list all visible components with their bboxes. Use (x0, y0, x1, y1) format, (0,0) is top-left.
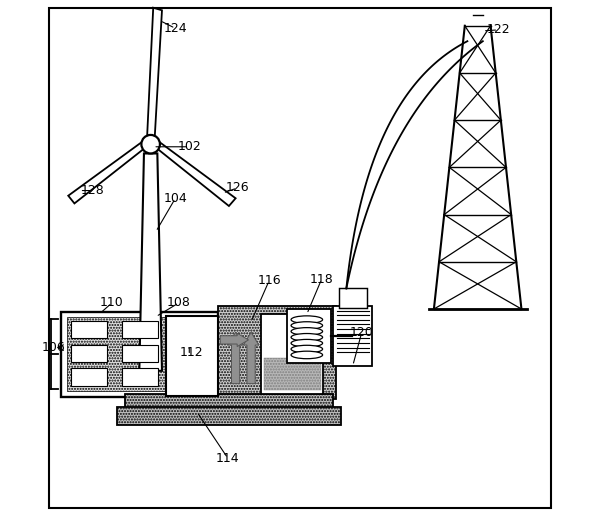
Text: 124: 124 (164, 22, 187, 35)
Text: 112: 112 (180, 346, 203, 359)
FancyArrow shape (220, 333, 248, 347)
Circle shape (142, 135, 160, 153)
Ellipse shape (291, 328, 323, 335)
Text: 114: 114 (216, 452, 240, 465)
Bar (338, 288, 367, 308)
Text: 106: 106 (42, 341, 66, 354)
Text: 118: 118 (310, 272, 334, 286)
Bar (166, 316, 218, 396)
Text: 102: 102 (178, 140, 201, 153)
Text: 110: 110 (100, 296, 124, 310)
Bar (262, 314, 323, 394)
Bar (71, 321, 107, 338)
Bar (264, 358, 320, 390)
Polygon shape (68, 142, 145, 203)
Bar (71, 368, 107, 386)
Bar (117, 407, 341, 425)
Bar (287, 309, 331, 363)
Text: 126: 126 (226, 181, 249, 195)
Text: 108: 108 (167, 296, 191, 310)
Bar (334, 306, 372, 366)
Ellipse shape (291, 334, 323, 341)
FancyArrow shape (244, 332, 259, 384)
Ellipse shape (291, 351, 323, 359)
Text: 120: 120 (350, 325, 374, 339)
Bar (61, 312, 218, 397)
Ellipse shape (291, 339, 323, 347)
Ellipse shape (291, 345, 323, 353)
Text: 128: 128 (81, 184, 105, 197)
Polygon shape (157, 142, 236, 206)
Bar (125, 394, 334, 415)
Bar (122, 345, 158, 362)
Text: 104: 104 (163, 192, 187, 205)
Bar (122, 321, 158, 338)
Ellipse shape (291, 322, 323, 329)
Bar (71, 345, 107, 362)
Bar (67, 317, 211, 391)
Text: 116: 116 (257, 274, 281, 287)
Polygon shape (147, 8, 162, 138)
Bar (122, 368, 158, 386)
Ellipse shape (291, 316, 323, 323)
Polygon shape (139, 153, 162, 371)
Bar (218, 306, 336, 399)
FancyArrow shape (228, 332, 244, 384)
Text: 122: 122 (487, 23, 510, 37)
